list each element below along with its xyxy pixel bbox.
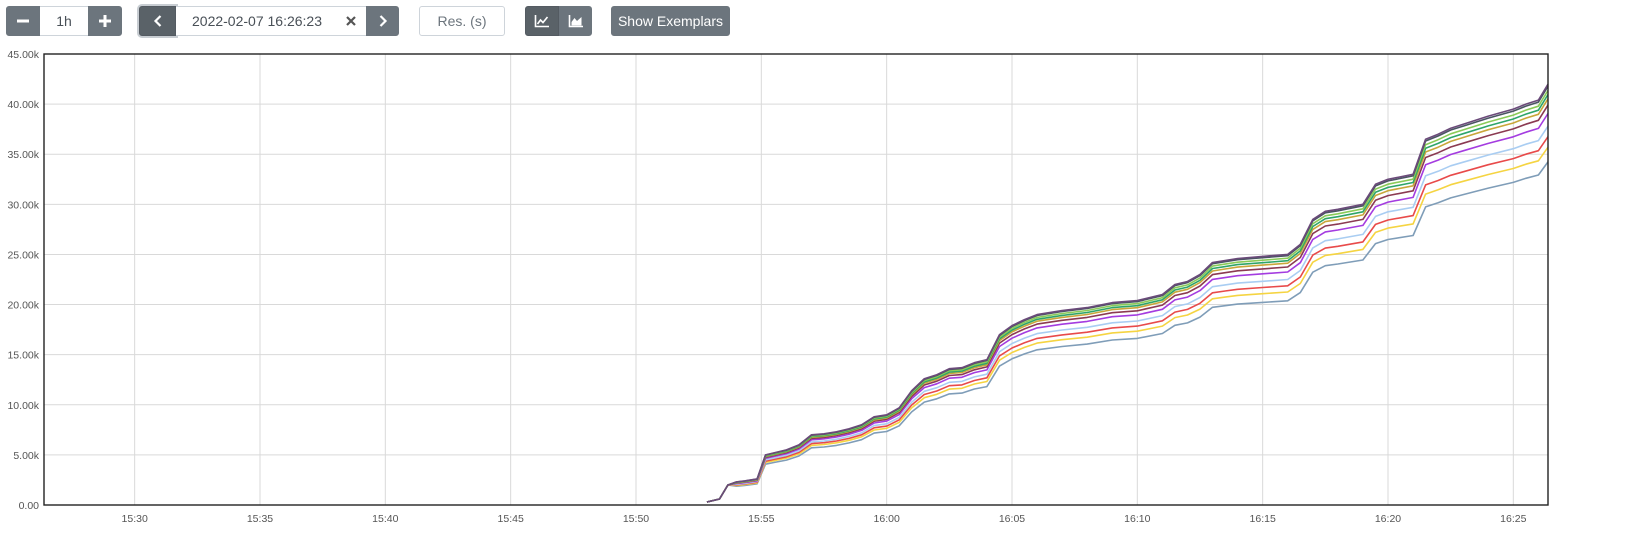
chart-grid	[44, 53, 1548, 506]
x-tick-label: 16:15	[1250, 513, 1276, 525]
toolbar: 1h 2022-02-07 16:26:23 Res. (s)	[6, 6, 1616, 38]
y-tick-label: 25.00k	[7, 249, 39, 261]
y-tick-label: 15.00k	[7, 350, 39, 362]
range-input[interactable]: 1h	[40, 6, 88, 36]
line-mode-button[interactable]	[525, 6, 559, 36]
series-line	[706, 113, 1549, 503]
x-tick-label: 16:25	[1500, 513, 1526, 525]
series-line	[706, 146, 1549, 503]
x-tick-label: 15:35	[247, 513, 273, 525]
minus-icon	[17, 19, 29, 23]
series-line	[706, 104, 1549, 503]
series-line	[706, 136, 1549, 503]
chevron-right-icon	[379, 15, 387, 27]
x-tick-label: 15:45	[498, 513, 524, 525]
chevron-left-icon	[153, 15, 161, 27]
x-tick-label: 15:55	[748, 513, 774, 525]
y-axis-ticks: 0.00 5.00k 10.00k 15.00k 20.00k 25.00k 30.00k 3…	[7, 49, 39, 512]
resolution-input[interactable]: Res. (s)	[419, 6, 505, 36]
series-line	[706, 83, 1549, 503]
graph-panel: 0.00 5.00k 10.00k 15.00k 20.00k 25.00k 30.00k 3…	[7, 49, 1549, 525]
range-increase-button[interactable]	[88, 6, 122, 36]
series-lines	[706, 83, 1549, 503]
range-decrease-button[interactable]	[6, 6, 40, 36]
x-tick-label: 16:10	[1124, 513, 1150, 525]
end-time-next-button[interactable]	[366, 6, 399, 36]
y-tick-label: 0.00	[19, 500, 40, 512]
x-tick-label: 15:40	[372, 513, 398, 525]
y-tick-label: 5.00k	[13, 450, 39, 462]
show-exemplars-button[interactable]: Show Exemplars	[611, 6, 730, 36]
x-tick-label: 16:05	[999, 513, 1025, 525]
series-line	[706, 161, 1549, 503]
y-tick-label: 20.00k	[7, 300, 39, 312]
line-chart-icon	[534, 15, 549, 28]
plus-icon	[99, 15, 111, 27]
end-time-clear-button[interactable]	[342, 6, 360, 36]
x-tick-label: 15:30	[122, 513, 148, 525]
end-time-previous-button[interactable]	[139, 6, 176, 36]
x-tick-label: 15:50	[623, 513, 649, 525]
y-tick-label: 45.00k	[7, 49, 39, 61]
x-tick-label: 16:00	[874, 513, 900, 525]
y-tick-label: 30.00k	[7, 199, 39, 211]
y-tick-label: 10.00k	[7, 400, 39, 412]
plot-frame	[43, 53, 1549, 506]
x-tick-label: 16:20	[1375, 513, 1401, 525]
close-icon	[346, 16, 356, 26]
y-tick-label: 35.00k	[7, 149, 39, 161]
end-time-input[interactable]: 2022-02-07 16:26:23	[176, 6, 366, 36]
stacked-mode-button[interactable]	[559, 6, 592, 36]
series-line	[706, 125, 1549, 503]
area-chart-icon	[568, 15, 583, 28]
x-axis-ticks: 15:30 15:35 15:40 15:45 15:50 15:55 16:00 16:05…	[122, 513, 1527, 525]
y-tick-label: 40.00k	[7, 99, 39, 111]
